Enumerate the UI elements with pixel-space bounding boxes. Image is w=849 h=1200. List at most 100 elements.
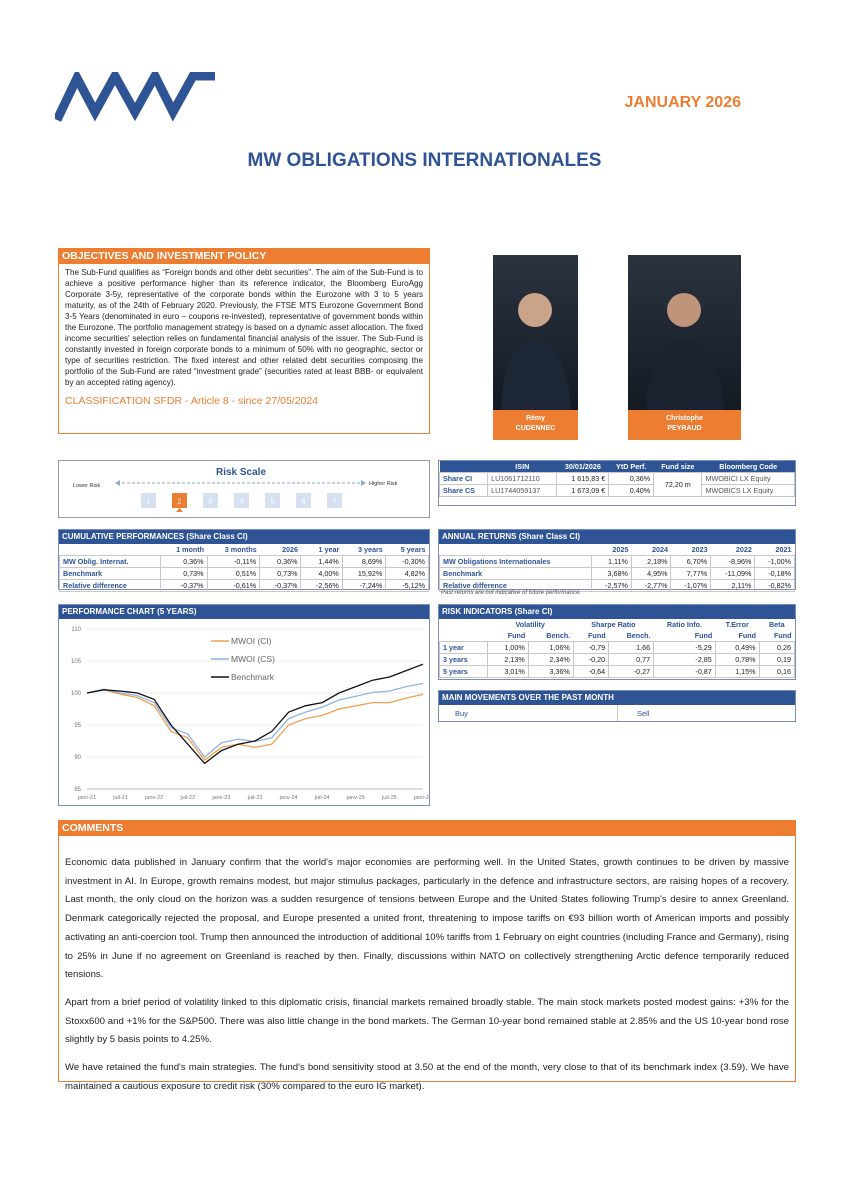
group-header: Beta xyxy=(768,620,785,629)
fund-size: 72,20 m xyxy=(653,472,703,497)
risk-indicators-box: RISK INDICATORS (Share CI) Volatility Shar… xyxy=(438,604,796,680)
table-row: Benchmark 3,68% 4,95% 7,77% -11,09% -0,18% xyxy=(438,567,795,580)
cell: 2,18% xyxy=(630,555,672,568)
subheader-row: Fund Bench. Fund Bench. Fund Fund Fund xyxy=(440,630,795,642)
annual-box: ANNUAL RETURNS (Share Class CI) 2025 2024 2… xyxy=(438,529,796,592)
column-header: 30/01/2026 xyxy=(564,462,601,471)
cell: -2,57% xyxy=(591,579,632,592)
comments-body: Economic data published in January confi… xyxy=(59,836,795,1096)
risk-level-box xyxy=(203,493,218,508)
y-tick-label: 90 xyxy=(74,755,81,761)
movements-buy: Buy xyxy=(455,709,468,718)
column-header: YtD Perf. xyxy=(616,462,647,471)
cell: 0,40% xyxy=(608,484,655,497)
risk-level-box xyxy=(172,493,187,508)
header-cell xyxy=(440,630,488,642)
column-header: Fund xyxy=(588,631,606,640)
cell: 0,16 xyxy=(758,665,796,678)
movements-heading: MAIN MOVEMENTS OVER THE PAST MONTH xyxy=(439,691,795,705)
cell: 0,36% xyxy=(159,555,208,568)
x-tick-label: juil-22 xyxy=(179,795,195,801)
risk-level-box xyxy=(265,493,280,508)
cell: 0,49% xyxy=(714,641,760,654)
x-tick-label: juil-25 xyxy=(381,795,397,801)
risk-level-box xyxy=(296,493,311,508)
chart-box: PERFORMANCE CHART (5 YEARS) 85 90 95 100 105… xyxy=(58,604,432,806)
header-row: ISIN 30/01/2026 YtD Perf. Fund size Bloomber… xyxy=(439,461,795,473)
cell: -1,07% xyxy=(670,579,712,592)
column-header: Bench. xyxy=(626,631,651,640)
risk-level-box xyxy=(141,493,156,508)
x-tick-label: janv-21 xyxy=(77,795,96,801)
cell: -11,09% xyxy=(710,567,756,580)
risk-level: 7 xyxy=(333,499,337,506)
annual-note: Past returns are not indicative of futur… xyxy=(441,590,582,596)
table-row: MW Obligations Internationales 1,11% 2,18%… xyxy=(438,555,795,568)
cell: -0,61% xyxy=(206,579,261,592)
silhouette xyxy=(646,293,724,410)
cell: 0,36% xyxy=(608,472,655,485)
cell: 1 615,83 € xyxy=(556,472,610,485)
cell: 2,34% xyxy=(527,653,574,666)
risk-selected-marker xyxy=(176,508,183,512)
share-table: ISIN 30/01/2026 YtD Perf. Fund size Bloomber… xyxy=(438,461,795,497)
series-line xyxy=(86,682,424,758)
y-tick-label: 85 xyxy=(74,787,81,793)
x-tick-label: janv-26 xyxy=(413,795,429,801)
cell: 4,95% xyxy=(630,567,672,580)
cell: 0,36% xyxy=(259,555,302,568)
table-row: Relative difference -0,37% -0,61% -0,37% -2,… xyxy=(59,579,429,592)
manager-first: Rémy xyxy=(525,415,546,422)
objectives-heading: OBJECTIVES AND INVESTMENT POLICY xyxy=(59,249,429,264)
cell: -2,56% xyxy=(300,579,343,592)
manager-photo xyxy=(628,255,741,410)
risk-scale: Risk Scale Lower Risk Higher Risk 1 2 3 4 5 6… xyxy=(73,467,398,512)
movements-box: MAIN MOVEMENTS OVER THE PAST MONTH Buy S… xyxy=(438,690,796,722)
cell: LU1061712110 xyxy=(487,472,558,485)
movements-divider xyxy=(617,705,618,721)
y-tick-label: 105 xyxy=(71,659,82,665)
silhouette xyxy=(501,293,571,410)
column-header: 2021 xyxy=(775,545,792,554)
column-header: Fund xyxy=(507,631,526,640)
row-label: MW Obligations Internationales xyxy=(438,555,593,568)
row-label: Relative difference xyxy=(59,579,161,592)
manager-name: Rémy CUDENNEC xyxy=(493,410,578,440)
row-label: Share CI xyxy=(438,472,489,485)
fund-title: MW OBLIGATIONS INTERNATIONALES xyxy=(247,150,602,171)
comments-box: COMMENTS Economic data published in Janu… xyxy=(58,820,796,1092)
group-header: Ratio Info. xyxy=(666,620,703,629)
column-header: 1 month xyxy=(176,545,205,554)
chart-heading: PERFORMANCE CHART (5 YEARS) xyxy=(59,605,429,619)
group-header: Volatility xyxy=(515,620,545,629)
cell: -0,87 xyxy=(653,665,716,678)
table-row: 1 year 1,00% 1,06% -0,79 1,66 -5,29 0,49% 0,26 xyxy=(439,641,796,654)
manager-first: Christophe xyxy=(666,415,703,422)
cell: 1,11% xyxy=(591,555,632,568)
header-row: 1 month 3 months 2026 1 year 3 years 5 years xyxy=(60,544,429,556)
column-header: Bench. xyxy=(546,631,571,640)
cell: 3,36% xyxy=(527,665,574,678)
y-tick-label: 95 xyxy=(74,723,81,729)
cell: 0,73% xyxy=(259,567,302,580)
row-label: MW Oblig. Internat. xyxy=(59,555,161,568)
risk-lower: Lower Risk xyxy=(73,483,100,489)
column-header: 3 years xyxy=(357,545,383,554)
row-label: 5 years xyxy=(439,665,488,678)
comments-heading: COMMENTS xyxy=(59,821,795,836)
comment-paragraph: Economic data published in January confi… xyxy=(65,857,789,981)
cumulative-box: CUMULATIVE PERFORMANCES (Share Class CI)… xyxy=(58,529,430,592)
risk-higher: Higher Risk xyxy=(369,481,398,487)
column-header: 2024 xyxy=(651,545,668,554)
objectives-box: OBJECTIVES AND INVESTMENT POLICY The Sub… xyxy=(58,248,430,434)
column-header: Fund size xyxy=(661,462,695,471)
risk-indicators-table: Volatility Sharpe Ratio Ratio Info. T.Error… xyxy=(439,619,796,678)
cell: 1,44% xyxy=(300,555,343,568)
legend-label: MWOI (CI) xyxy=(231,636,272,646)
row-label: Relative difference xyxy=(438,579,593,592)
column-header: 5 years xyxy=(400,545,426,554)
x-tick-label: janv-23 xyxy=(211,795,230,801)
column-header: 3 months xyxy=(224,545,257,554)
manager-last: CUDENNEC xyxy=(515,425,556,432)
